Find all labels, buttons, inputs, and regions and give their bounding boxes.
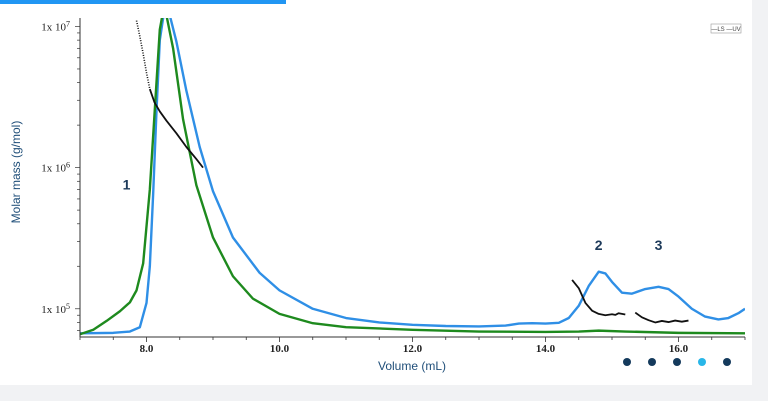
x-tick-label: 12.0 [403,343,423,355]
series-layer [80,18,745,336]
pager-dot[interactable] [623,358,631,366]
y-tick-label: 1x 105 [41,302,70,316]
pager-dot[interactable] [648,358,656,366]
label-layer: 1 2 3 [123,176,663,253]
x-tick-label: 14.0 [536,343,556,355]
pager-dot[interactable] [673,358,681,366]
series-line-green [80,18,745,336]
peak-label: 3 [655,237,663,253]
peak-label: 1 [123,176,131,192]
pager-dot[interactable] [723,358,731,366]
series-line-black-3 [634,311,689,324]
x-tick-label: 10.0 [270,343,290,355]
legend-text: —LS —UV [711,27,740,33]
accent-bar [0,0,286,4]
axis-layer: 8.0 10.0 12.0 14.0 16.0 1x 107 1x 106 1x 105 [41,18,746,355]
x-axis-label: Volume (mL) [378,359,446,373]
x-tick-label: 8.0 [140,343,154,355]
y-tick-label: 1x 106 [41,161,70,175]
plot-background [80,18,745,337]
y-axis-label: Molar mass (g/mol) [9,121,23,224]
pager-dots[interactable] [623,358,731,366]
legend-box: —LS —UV [710,23,742,34]
peak-label: 2 [595,237,603,253]
pager-dot[interactable] [698,358,706,366]
y-tick-label: 1x 107 [41,19,70,33]
series-line-black-2 [571,279,626,317]
series-line-black-1 [148,88,204,169]
series-line-black-1-dotted [135,20,151,90]
x-tick-label: 16.0 [669,343,689,355]
plot-area [80,18,745,337]
